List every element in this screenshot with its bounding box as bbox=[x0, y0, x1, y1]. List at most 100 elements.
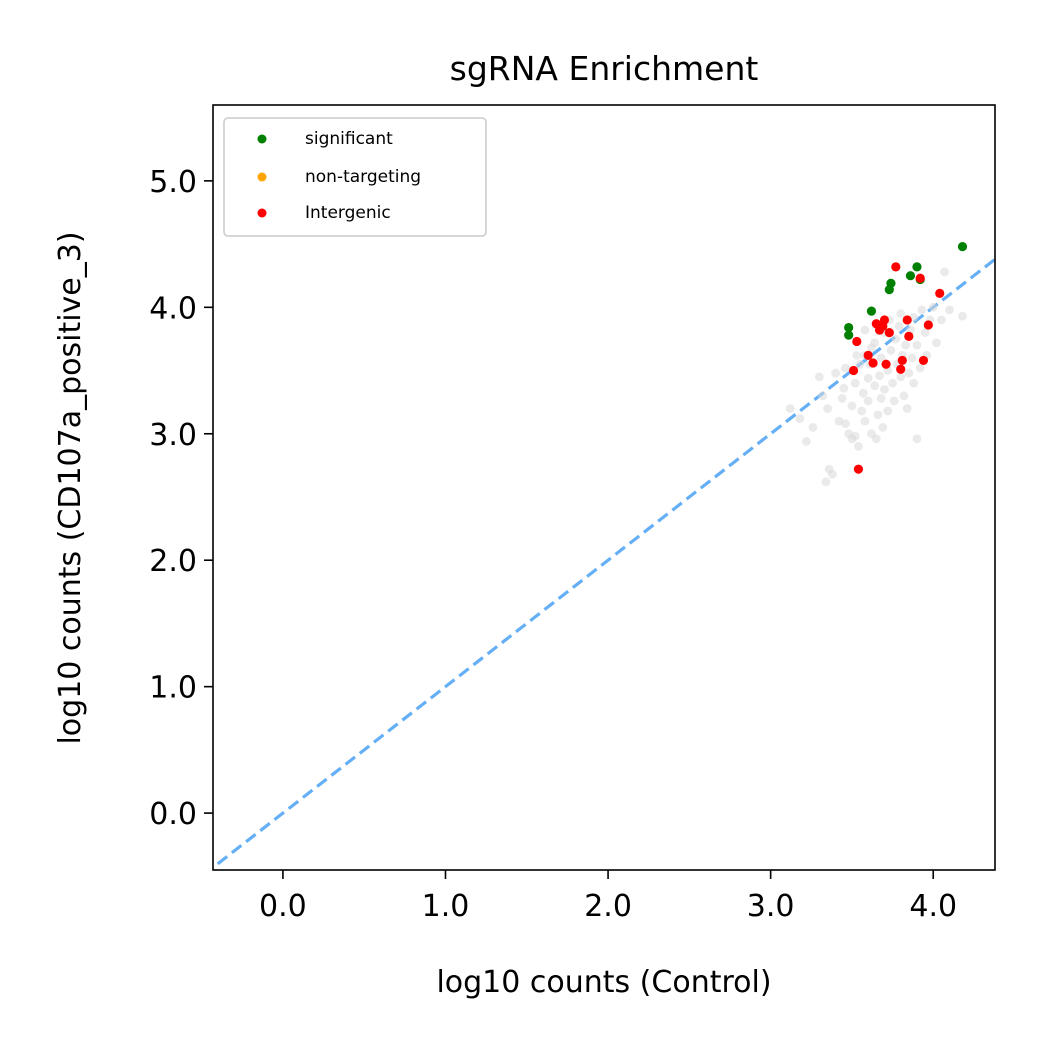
point-background-22 bbox=[858, 388, 868, 398]
point-background-63 bbox=[920, 328, 930, 338]
point-background-67 bbox=[932, 338, 941, 348]
point-background-30 bbox=[870, 338, 880, 348]
point-background-38 bbox=[880, 385, 889, 394]
point-background-68 bbox=[936, 315, 946, 325]
point-significant-1 bbox=[844, 330, 854, 340]
point-background-19 bbox=[854, 442, 863, 451]
legend-marker-non-targeting bbox=[257, 172, 267, 182]
legend-label-non-targeting: non-targeting bbox=[305, 167, 421, 187]
point-background-1 bbox=[795, 414, 805, 423]
x-tick-label-3: 3.0 bbox=[747, 889, 795, 924]
point-background-56 bbox=[907, 353, 917, 363]
point-background-71 bbox=[958, 311, 967, 321]
y-tick-label-2: 2.0 bbox=[149, 544, 197, 579]
point-background-69 bbox=[940, 267, 950, 277]
legend-marker-intergenic bbox=[257, 208, 267, 218]
point-background-25 bbox=[863, 373, 873, 383]
legend: significant non-targeting Intergenic bbox=[223, 117, 487, 237]
point-background-61 bbox=[915, 363, 925, 373]
point-background-32 bbox=[873, 410, 883, 420]
y-tick-label-5: 5.0 bbox=[149, 165, 197, 200]
point-background-42 bbox=[886, 345, 896, 355]
point-intergenic-4 bbox=[868, 358, 878, 368]
point-background-31 bbox=[871, 434, 881, 444]
plot-area bbox=[213, 242, 995, 870]
legend-label-intergenic: Intergenic bbox=[305, 203, 391, 223]
legend-box bbox=[223, 117, 487, 237]
plot-frame bbox=[212, 104, 996, 871]
point-intergenic-13 bbox=[897, 355, 907, 366]
point-background-59 bbox=[912, 434, 922, 444]
y-tick-label-3: 3.0 bbox=[149, 418, 197, 453]
point-background-49 bbox=[896, 309, 906, 319]
point-background-8 bbox=[828, 469, 837, 479]
point-intergenic-3 bbox=[863, 350, 873, 360]
point-background-35 bbox=[876, 353, 886, 363]
point-intergenic-8 bbox=[879, 315, 890, 325]
legend-marker-significant bbox=[257, 134, 267, 144]
point-intergenic-11 bbox=[891, 262, 901, 272]
point-background-62 bbox=[917, 305, 927, 315]
point-background-73 bbox=[847, 434, 857, 444]
point-background-2 bbox=[802, 436, 811, 446]
point-background-43 bbox=[888, 378, 897, 388]
point-background-51 bbox=[899, 391, 909, 401]
point-background-12 bbox=[837, 393, 847, 403]
x-tick-label-2: 2.0 bbox=[584, 889, 632, 924]
point-significant-0 bbox=[844, 322, 854, 333]
points-layer bbox=[785, 242, 968, 487]
diagonal-line bbox=[213, 257, 995, 870]
y-tick-label-0: 0.0 bbox=[149, 797, 197, 832]
point-background-75 bbox=[860, 325, 870, 335]
point-background-58 bbox=[909, 378, 919, 388]
point-background-17 bbox=[850, 378, 860, 388]
point-background-45 bbox=[891, 334, 901, 344]
point-intergenic-16 bbox=[915, 273, 925, 283]
point-intergenic-1 bbox=[852, 336, 862, 347]
point-background-3 bbox=[808, 423, 818, 432]
point-significant-4 bbox=[886, 278, 896, 288]
legend-label-significant: significant bbox=[305, 129, 393, 149]
point-background-5 bbox=[818, 391, 828, 401]
point-background-21 bbox=[857, 406, 867, 416]
chart-title: sgRNA Enrichment bbox=[450, 49, 759, 88]
point-intergenic-0 bbox=[848, 365, 859, 376]
point-background-36 bbox=[878, 423, 888, 432]
point-background-29 bbox=[870, 381, 880, 391]
point-intergenic-9 bbox=[881, 359, 891, 369]
point-background-72 bbox=[841, 419, 850, 429]
point-background-44 bbox=[889, 396, 899, 406]
point-intergenic-12 bbox=[896, 364, 906, 374]
point-background-60 bbox=[912, 340, 922, 350]
point-significant-2 bbox=[866, 306, 877, 316]
point-intergenic-10 bbox=[884, 328, 894, 338]
point-background-47 bbox=[894, 321, 904, 331]
point-background-20 bbox=[855, 359, 865, 369]
point-background-23 bbox=[860, 416, 870, 426]
point-significant-5 bbox=[905, 271, 916, 281]
point-background-26 bbox=[863, 396, 873, 406]
point-background-6 bbox=[821, 477, 831, 487]
y-tick-label-1: 1.0 bbox=[149, 671, 197, 706]
point-significant-6 bbox=[912, 262, 922, 272]
x-tick-label-0: 0.0 bbox=[259, 889, 307, 924]
point-background-52 bbox=[901, 340, 910, 350]
point-background-9 bbox=[823, 404, 832, 413]
point-background-70 bbox=[945, 305, 954, 315]
point-intergenic-17 bbox=[918, 355, 929, 366]
point-background-53 bbox=[902, 404, 912, 413]
point-intergenic-14 bbox=[902, 315, 912, 325]
y-axis: 0.0 1.0 2.0 3.0 4.0 5.0 bbox=[149, 165, 213, 832]
point-background-10 bbox=[831, 368, 841, 378]
point-background-33 bbox=[875, 371, 884, 380]
point-intergenic-2 bbox=[853, 464, 864, 474]
point-background-48 bbox=[896, 372, 906, 382]
point-background-0 bbox=[785, 404, 795, 413]
point-background-34 bbox=[876, 393, 886, 403]
x-tick-label-1: 1.0 bbox=[422, 889, 470, 924]
point-background-74 bbox=[852, 350, 862, 360]
y-axis-label: log10 counts (CD107a_positive_3) bbox=[53, 231, 88, 744]
x-axis-label: log10 counts (Control) bbox=[436, 965, 771, 1000]
point-significant-8 bbox=[957, 242, 968, 252]
